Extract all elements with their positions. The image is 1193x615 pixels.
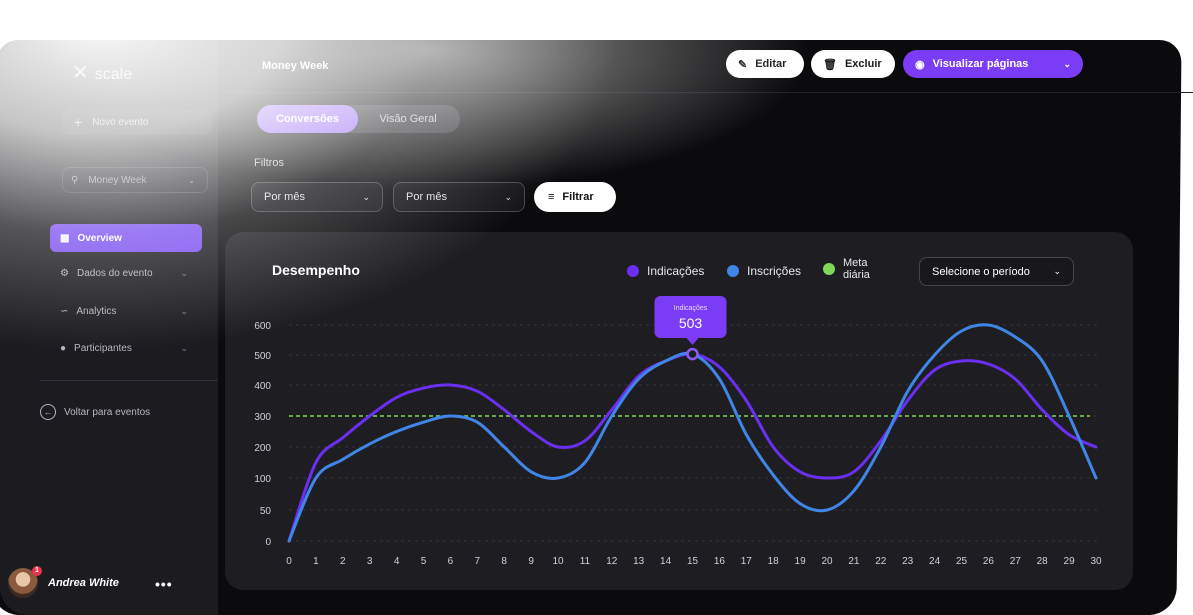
y-tick-label: 0 xyxy=(265,537,271,548)
y-tick-label: 100 xyxy=(254,474,271,485)
y-tick-label: 50 xyxy=(260,506,272,517)
x-tick-label: 16 xyxy=(714,556,726,567)
x-tick-label: 6 xyxy=(448,556,454,567)
x-tick-label: 24 xyxy=(929,556,941,567)
x-tick-label: 28 xyxy=(1037,556,1049,567)
x-tick-label: 26 xyxy=(983,556,995,567)
y-tick-label: 300 xyxy=(254,412,271,423)
x-tick-label: 30 xyxy=(1090,556,1102,567)
y-tick-label: 500 xyxy=(254,351,271,362)
x-tick-label: 0 xyxy=(286,556,292,567)
x-tick-label: 13 xyxy=(633,556,645,567)
tooltip-label: Indicações xyxy=(674,305,708,312)
x-tick-label: 1 xyxy=(313,556,319,567)
x-tick-label: 11 xyxy=(580,556,591,567)
x-tick-label: 7 xyxy=(475,556,481,567)
x-tick-label: 27 xyxy=(1010,556,1022,567)
x-tick-label: 4 xyxy=(394,556,400,567)
y-tick-label: 600 xyxy=(254,321,271,332)
x-tick-label: 23 xyxy=(902,556,914,567)
x-tick-label: 3 xyxy=(367,556,373,567)
y-tick-label: 200 xyxy=(254,443,271,454)
x-tick-label: 10 xyxy=(552,556,564,567)
x-tick-label: 14 xyxy=(660,556,672,567)
x-tick-label: 8 xyxy=(501,556,507,567)
x-tick-label: 17 xyxy=(741,556,753,567)
y-tick-label: 400 xyxy=(254,381,271,392)
x-tick-label: 29 xyxy=(1064,556,1076,567)
x-tick-label: 18 xyxy=(768,556,780,567)
highlight-point xyxy=(686,347,699,361)
x-tick-label: 22 xyxy=(875,556,887,567)
x-tick-label: 25 xyxy=(956,556,968,567)
x-tick-label: 2 xyxy=(340,556,346,567)
x-tick-label: 19 xyxy=(795,556,807,567)
x-tick-label: 20 xyxy=(821,556,833,567)
x-tick-label: 15 xyxy=(687,556,699,567)
tooltip-value: 503 xyxy=(679,315,703,331)
x-tick-label: 5 xyxy=(421,556,427,567)
tooltip-pointer xyxy=(686,338,699,345)
x-tick-label: 21 xyxy=(848,556,860,567)
x-tick-label: 12 xyxy=(606,556,618,567)
x-tick-label: 9 xyxy=(528,556,534,567)
